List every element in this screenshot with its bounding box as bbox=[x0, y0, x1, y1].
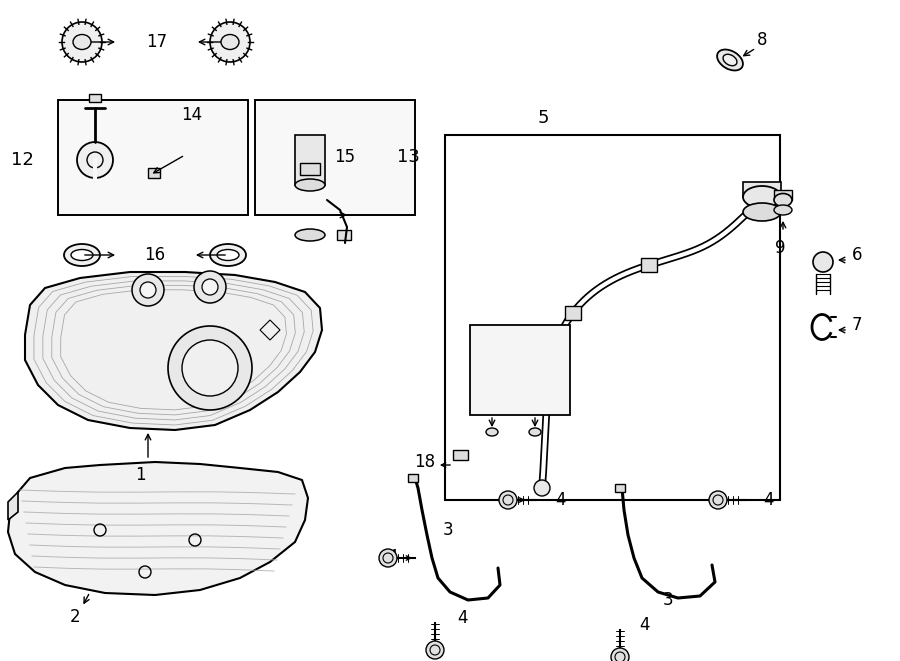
Circle shape bbox=[611, 648, 629, 661]
Bar bbox=[148, 168, 160, 178]
Polygon shape bbox=[8, 492, 18, 520]
Text: 4: 4 bbox=[388, 548, 398, 566]
Text: 3: 3 bbox=[662, 591, 673, 609]
Bar bbox=[565, 306, 581, 320]
Circle shape bbox=[813, 252, 833, 272]
Bar bbox=[615, 484, 625, 492]
Text: 7: 7 bbox=[851, 316, 862, 334]
Ellipse shape bbox=[486, 428, 498, 436]
Circle shape bbox=[77, 142, 113, 178]
Text: 3: 3 bbox=[443, 521, 454, 539]
Text: 8: 8 bbox=[757, 31, 767, 49]
Circle shape bbox=[210, 22, 250, 62]
Polygon shape bbox=[25, 272, 322, 430]
Ellipse shape bbox=[743, 186, 781, 208]
Ellipse shape bbox=[774, 194, 792, 206]
Circle shape bbox=[379, 549, 397, 567]
Bar bbox=[642, 258, 657, 272]
Text: 15: 15 bbox=[335, 148, 356, 166]
Circle shape bbox=[202, 279, 218, 295]
Circle shape bbox=[194, 271, 226, 303]
Bar bbox=[255, 100, 415, 215]
Text: 11: 11 bbox=[508, 326, 528, 344]
Bar bbox=[453, 450, 468, 460]
Bar bbox=[295, 135, 325, 185]
Bar bbox=[774, 190, 792, 200]
Bar bbox=[470, 325, 570, 415]
Circle shape bbox=[709, 491, 727, 509]
Bar bbox=[445, 135, 780, 500]
Bar bbox=[408, 474, 418, 482]
Ellipse shape bbox=[217, 249, 239, 260]
Ellipse shape bbox=[210, 244, 246, 266]
Polygon shape bbox=[8, 462, 308, 595]
Circle shape bbox=[132, 274, 164, 306]
Ellipse shape bbox=[743, 203, 781, 221]
Text: 9: 9 bbox=[775, 239, 785, 257]
Circle shape bbox=[62, 22, 102, 62]
Bar bbox=[58, 100, 248, 215]
Text: 6: 6 bbox=[851, 246, 862, 264]
Text: 18: 18 bbox=[414, 453, 436, 471]
Ellipse shape bbox=[529, 428, 541, 436]
Bar bbox=[743, 182, 781, 197]
Ellipse shape bbox=[295, 229, 325, 241]
Circle shape bbox=[182, 340, 238, 396]
Text: 12: 12 bbox=[11, 151, 33, 169]
Text: 13: 13 bbox=[397, 148, 419, 166]
Ellipse shape bbox=[295, 179, 325, 191]
Text: 4: 4 bbox=[640, 616, 650, 634]
Circle shape bbox=[426, 641, 444, 659]
Ellipse shape bbox=[717, 50, 742, 71]
Bar bbox=[300, 163, 320, 175]
Circle shape bbox=[499, 491, 517, 509]
Text: 14: 14 bbox=[182, 106, 202, 124]
Text: 4: 4 bbox=[456, 609, 467, 627]
Text: 1: 1 bbox=[135, 466, 145, 484]
Text: 4: 4 bbox=[554, 491, 565, 509]
Circle shape bbox=[140, 282, 156, 298]
Text: 16: 16 bbox=[144, 246, 166, 264]
Text: 10: 10 bbox=[508, 371, 528, 389]
Text: 4: 4 bbox=[763, 491, 773, 509]
Ellipse shape bbox=[723, 54, 737, 65]
Ellipse shape bbox=[221, 34, 239, 50]
Text: 17: 17 bbox=[147, 33, 167, 51]
Bar bbox=[89, 94, 101, 102]
Ellipse shape bbox=[64, 244, 100, 266]
Ellipse shape bbox=[71, 249, 93, 260]
Text: 5: 5 bbox=[537, 109, 549, 127]
Ellipse shape bbox=[774, 205, 792, 215]
Ellipse shape bbox=[73, 34, 91, 50]
Bar bbox=[337, 230, 351, 240]
Circle shape bbox=[534, 480, 550, 496]
Text: 2: 2 bbox=[69, 608, 80, 626]
Circle shape bbox=[168, 326, 252, 410]
